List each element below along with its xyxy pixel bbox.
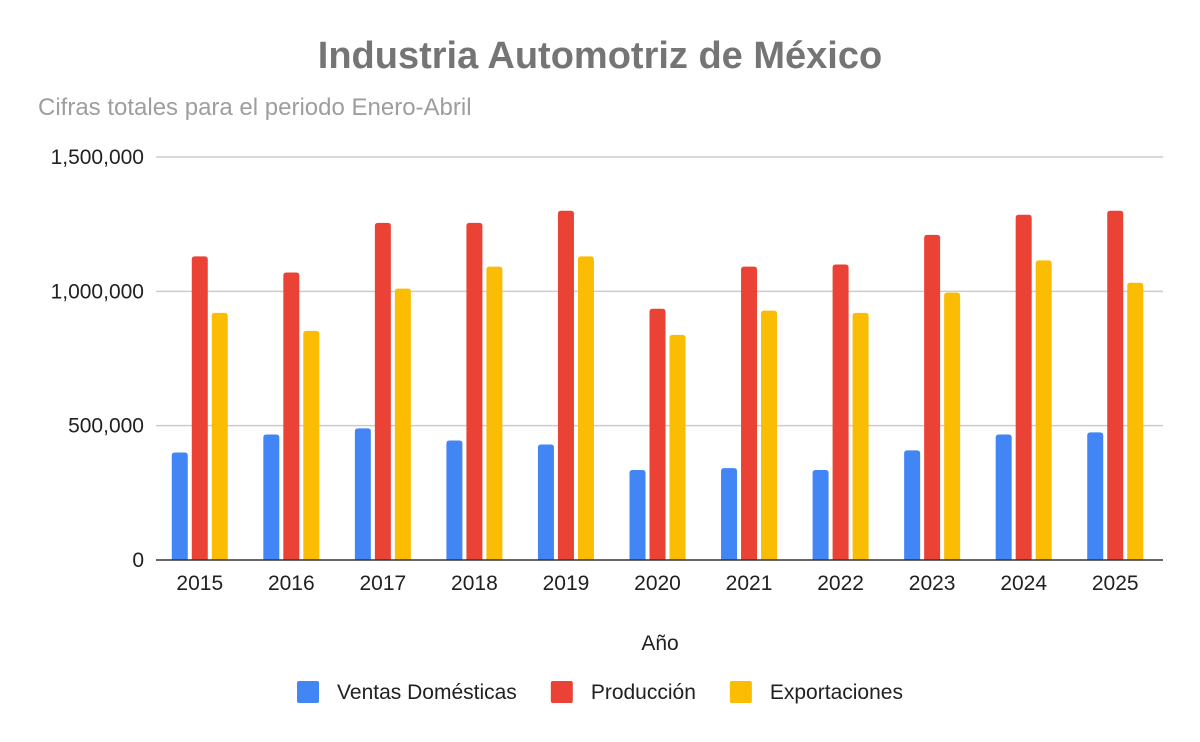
- bar-exportaciones-2019[interactable]: [577, 256, 594, 560]
- legend-swatch: [729, 681, 752, 703]
- x-tick-label: 2020: [634, 572, 681, 595]
- bar-ventas-dom-sticas-2015[interactable]: [171, 452, 188, 560]
- x-tick-label: 2016: [268, 572, 315, 595]
- bar-ventas-dom-sticas-2017[interactable]: [354, 428, 371, 560]
- x-tick-label: 2023: [909, 572, 956, 595]
- y-tick-label: 1,500,000: [51, 146, 144, 169]
- bars: [171, 210, 1144, 560]
- bar-exportaciones-2021[interactable]: [761, 310, 778, 560]
- legend-label: Ventas Domésticas: [337, 681, 517, 704]
- chart-subtitle: Cifras totales para el periodo Enero-Abr…: [38, 94, 472, 121]
- bar-exportaciones-2015[interactable]: [211, 312, 228, 560]
- bar-exportaciones-2023[interactable]: [944, 292, 961, 560]
- x-axis-label: Año: [641, 632, 678, 655]
- bar-ventas-dom-sticas-2022[interactable]: [812, 469, 829, 560]
- x-tick-label: 2018: [451, 572, 498, 595]
- x-tick-label: 2019: [543, 572, 590, 595]
- bar-exportaciones-2022[interactable]: [852, 312, 869, 560]
- x-tick-label: 2015: [176, 572, 223, 595]
- bar-producci-n-2017[interactable]: [374, 222, 391, 560]
- bar-producci-n-2023[interactable]: [924, 234, 941, 560]
- chart-title: Industria Automotriz de México: [318, 35, 882, 77]
- legend-label: Exportaciones: [770, 681, 903, 704]
- legend-item-ventas-dom-sticas[interactable]: Ventas Domésticas: [297, 681, 517, 704]
- y-tick-label: 500,000: [68, 415, 144, 438]
- y-axis-ticks: 0 500,000 1,000,000 1,500,000: [51, 146, 144, 572]
- legend-swatch: [550, 681, 573, 703]
- x-axis-ticks: 2015 2016 2017 2018 2019 2020 2021 2022 2023 2024…: [176, 572, 1138, 595]
- bar-producci-n-2022[interactable]: [832, 264, 849, 560]
- bar-exportaciones-2018[interactable]: [486, 266, 503, 560]
- bar-producci-n-2025[interactable]: [1107, 210, 1124, 560]
- x-tick-label: 2022: [817, 572, 864, 595]
- x-tick-label: 2017: [360, 572, 407, 595]
- bar-ventas-dom-sticas-2023[interactable]: [904, 450, 921, 560]
- bar-ventas-dom-sticas-2024[interactable]: [995, 434, 1012, 560]
- legend-item-producci-n[interactable]: Producción: [550, 681, 696, 704]
- bar-producci-n-2015[interactable]: [191, 256, 208, 560]
- bar-exportaciones-2025[interactable]: [1127, 282, 1144, 560]
- legend-item-exportaciones[interactable]: Exportaciones: [729, 681, 903, 704]
- bar-producci-n-2024[interactable]: [1015, 214, 1032, 560]
- bar-producci-n-2016[interactable]: [283, 272, 300, 560]
- bar-producci-n-2019[interactable]: [557, 210, 574, 560]
- bar-exportaciones-2017[interactable]: [394, 288, 411, 560]
- bar-ventas-dom-sticas-2025[interactable]: [1087, 432, 1104, 560]
- legend-swatch: [297, 681, 320, 703]
- bar-ventas-dom-sticas-2018[interactable]: [446, 440, 463, 560]
- x-tick-label: 2025: [1092, 572, 1139, 595]
- bar-exportaciones-2024[interactable]: [1035, 260, 1052, 560]
- bar-ventas-dom-sticas-2016[interactable]: [263, 434, 280, 560]
- x-tick-label: 2021: [726, 572, 773, 595]
- legend-label: Producción: [591, 681, 696, 704]
- bar-exportaciones-2016[interactable]: [303, 330, 320, 560]
- bar-producci-n-2020[interactable]: [649, 308, 666, 560]
- bar-producci-n-2021[interactable]: [741, 266, 758, 560]
- bar-producci-n-2018[interactable]: [466, 222, 483, 560]
- legend[interactable]: Ventas Domésticas Producción Exportaciones: [297, 681, 903, 704]
- bar-ventas-dom-sticas-2020[interactable]: [629, 469, 646, 560]
- y-tick-label: 1,000,000: [51, 280, 144, 303]
- bar-exportaciones-2020[interactable]: [669, 334, 686, 560]
- y-tick-label: 0: [132, 549, 144, 572]
- bar-ventas-dom-sticas-2019[interactable]: [537, 444, 554, 560]
- bar-ventas-dom-sticas-2021[interactable]: [721, 468, 738, 560]
- x-tick-label: 2024: [1000, 572, 1047, 595]
